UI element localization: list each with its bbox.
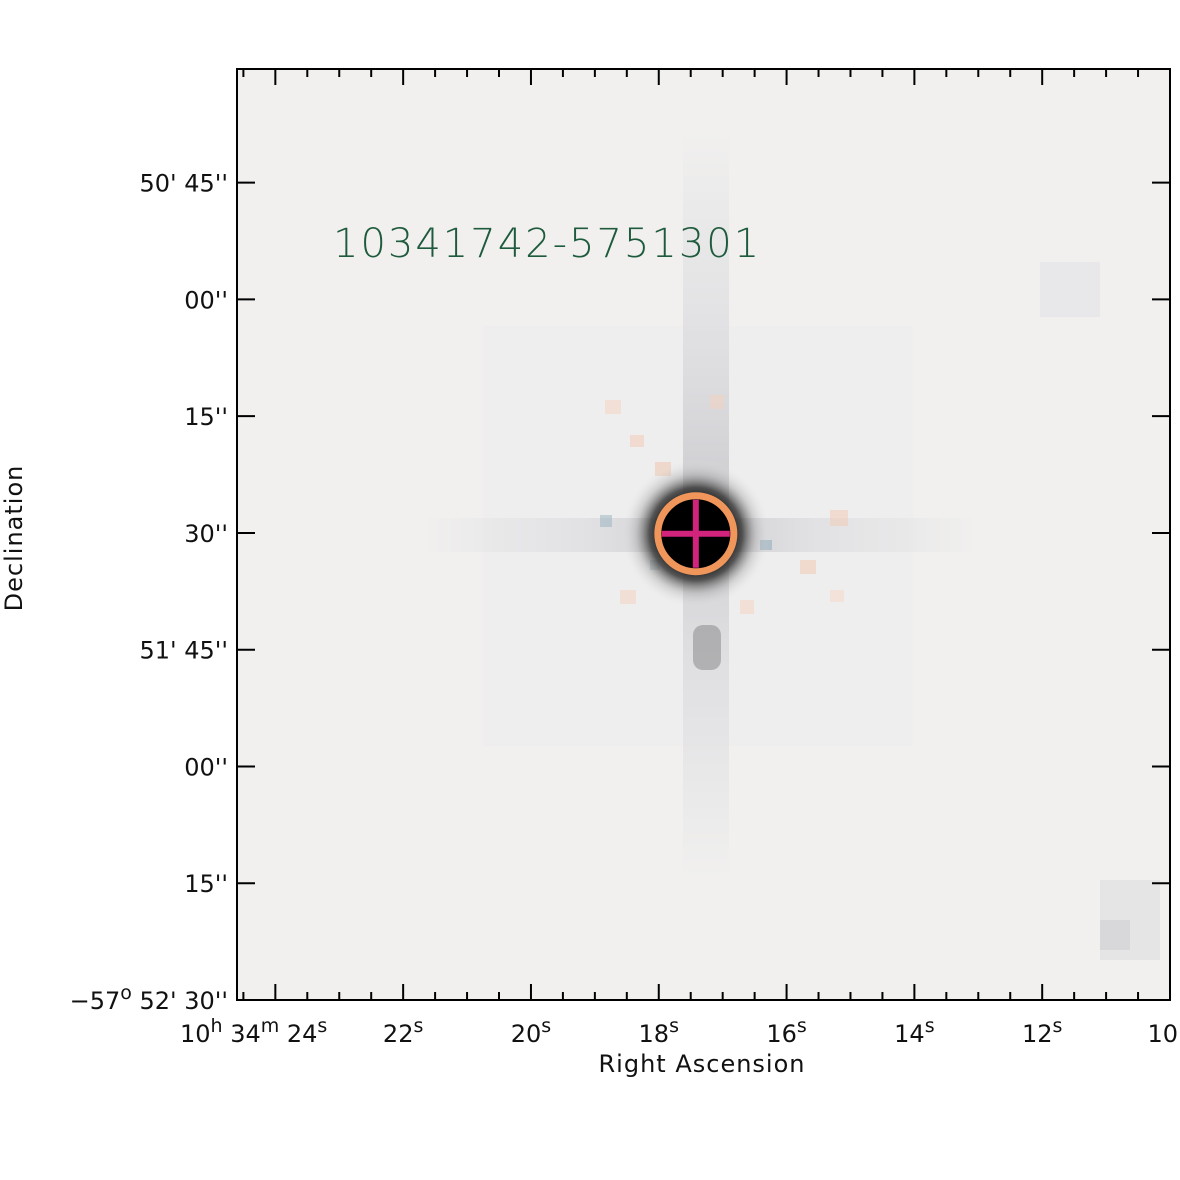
source-marker	[654, 492, 738, 576]
y-tick-label: 15''	[184, 403, 228, 431]
x-axis-label: Right Ascension	[599, 1050, 806, 1078]
axis-ticks	[237, 69, 1171, 1001]
plot-frame	[236, 68, 1171, 1001]
y-tick-label: −57o 52' 30''	[70, 982, 228, 1015]
x-tick-label: 18s	[639, 1015, 679, 1048]
y-tick-label: 50' 45''	[140, 170, 229, 198]
x-tick-label: 10	[1147, 1020, 1178, 1048]
y-tick-label: 51' 45''	[140, 637, 229, 665]
x-tick-label: 22s	[383, 1015, 423, 1048]
y-tick-labels: 50' 45'' 00'' 15'' 30'' 51' 45'' 00'' 15'' −57o…	[70, 170, 228, 1015]
x-tick-label: 10h 34m 24s	[180, 1015, 327, 1048]
source-circle	[654, 492, 738, 576]
chart-title: 10341742-5751301	[333, 221, 761, 267]
x-tick-labels: 10h 34m 24s 22s 20s 18s 16s 14s 12s 10	[180, 1015, 1178, 1048]
y-tick-label: 30''	[184, 520, 228, 548]
faint-patch	[1040, 262, 1100, 317]
x-tick-label: 14s	[894, 1015, 934, 1048]
x-tick-label: 12s	[1022, 1015, 1062, 1048]
y-tick-label: 00''	[184, 753, 228, 781]
faint-patch	[1100, 920, 1130, 950]
y-axis-label: Declination	[0, 465, 28, 612]
x-tick-label: 20s	[511, 1015, 551, 1048]
y-tick-label: 15''	[184, 870, 228, 898]
y-tick-label: 00''	[184, 286, 228, 314]
spike-knot	[693, 625, 721, 670]
x-tick-label: 16s	[766, 1015, 806, 1048]
